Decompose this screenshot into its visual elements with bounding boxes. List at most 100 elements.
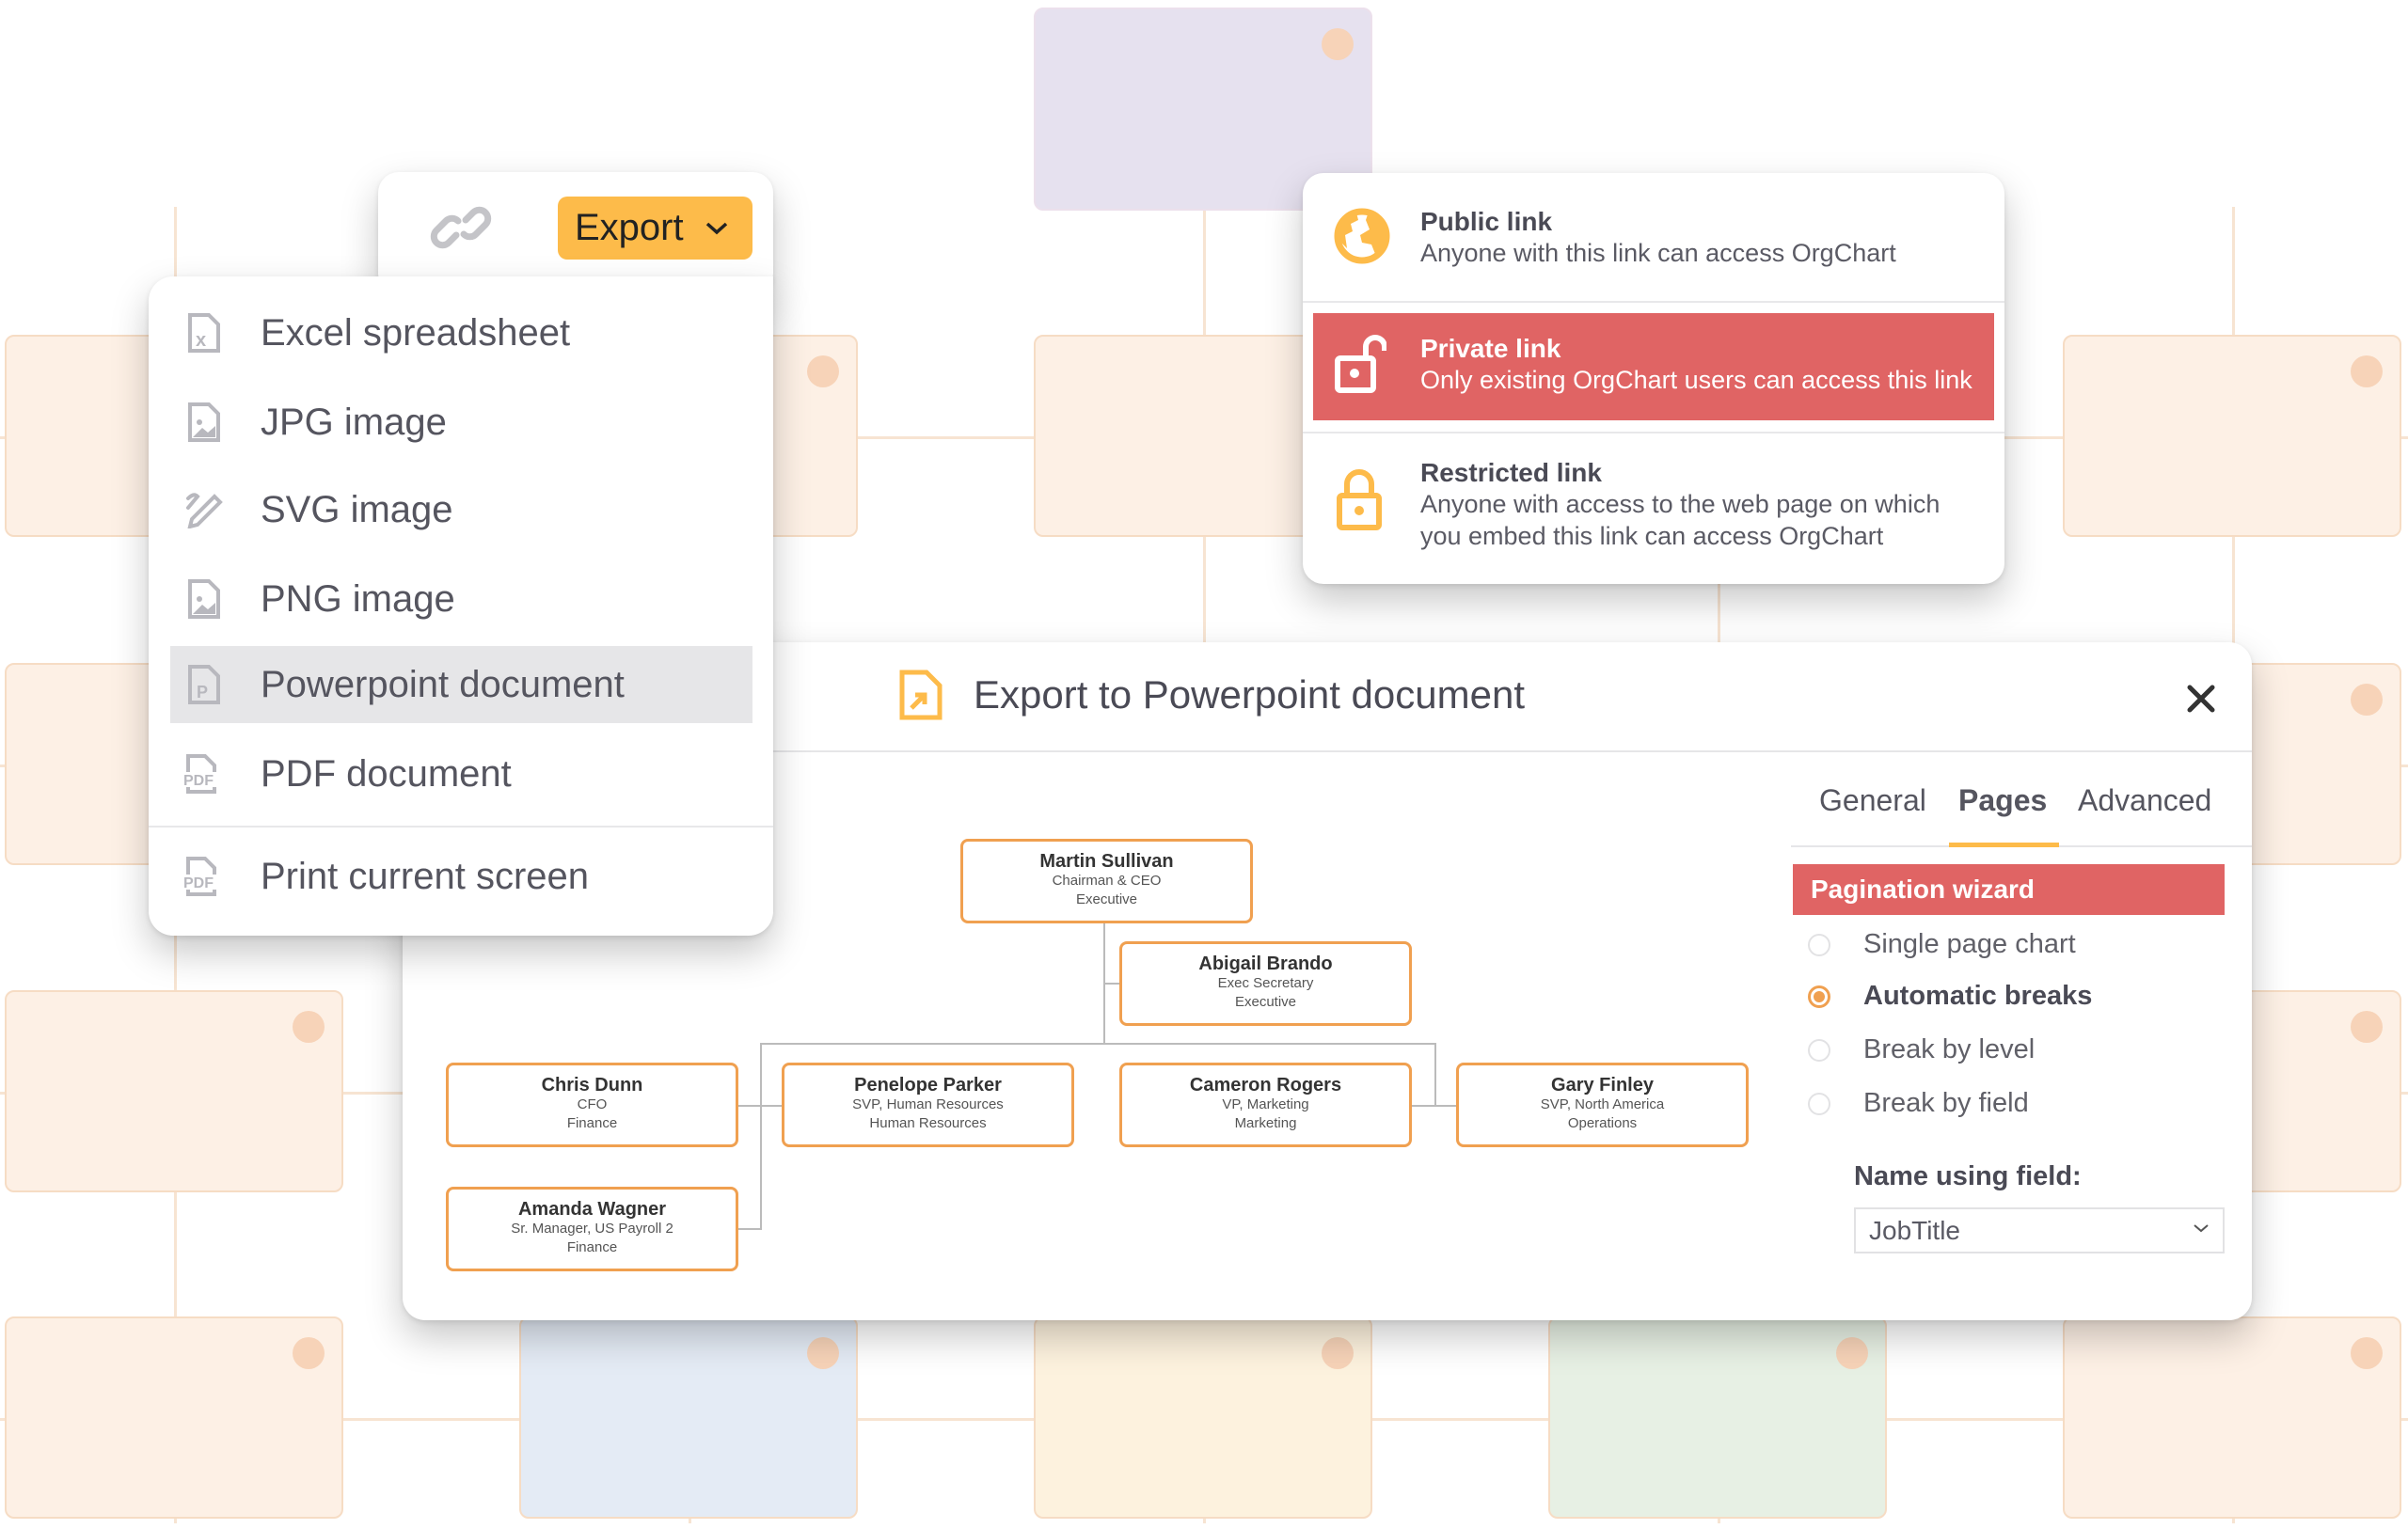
background-card — [5, 990, 343, 1192]
radio-button[interactable] — [1808, 1092, 1830, 1115]
link-option-title: Restricted link — [1420, 458, 1602, 487]
org-node[interactable]: Abigail Brando Exec Secretary Executive — [1119, 941, 1412, 1026]
menu-item-png[interactable]: PNG image — [170, 560, 752, 638]
org-connector-line — [738, 1228, 761, 1230]
org-node-dept: Finance — [566, 1115, 618, 1131]
menu-item-powerpoint[interactable]: P Powerpoint document — [170, 646, 752, 723]
background-card — [2063, 1316, 2401, 1519]
org-node-name: Cameron Rogers — [1189, 1075, 1342, 1096]
link-option-restricted[interactable]: Restricted link Anyone with access to the… — [1313, 433, 1994, 575]
org-node[interactable]: Gary Finley SVP, North America Operations — [1456, 1063, 1749, 1147]
menu-item-label: Excel spreadsheet — [261, 311, 571, 354]
close-icon — [2187, 685, 2215, 713]
svg-text:x: x — [196, 330, 206, 351]
org-node-name: Martin Sullivan — [1039, 851, 1174, 872]
link-options-panel: Public link Anyone with this link can acc… — [1303, 173, 2004, 584]
background-card-dot — [293, 1337, 325, 1369]
chevron-down-icon — [705, 222, 727, 234]
org-node-name: Amanda Wagner — [517, 1199, 667, 1220]
menu-item-excel[interactable]: x Excel spreadsheet — [170, 294, 752, 371]
link-option-title: Public link — [1420, 207, 1553, 236]
tab-advanced[interactable]: Advanced — [2078, 783, 2212, 817]
lock-icon — [1334, 458, 1394, 538]
svg-text:PDF: PDF — [183, 773, 214, 789]
radio-button[interactable] — [1808, 933, 1830, 956]
powerpoint-file-icon: P — [182, 664, 227, 705]
background-card — [519, 1316, 858, 1519]
radio-automatic-breaks[interactable]: Automatic breaks — [1808, 981, 2092, 1012]
globe-icon — [1334, 207, 1394, 270]
org-node-dept: Human Resources — [869, 1115, 987, 1131]
org-node-title: SVP, Human Resources — [852, 1096, 1004, 1112]
org-node[interactable]: Chris Dunn CFO Finance — [446, 1063, 738, 1147]
radio-break-by-field[interactable]: Break by field — [1808, 1088, 2029, 1119]
link-option-desc: Anyone with access to the web page on wh… — [1420, 490, 1941, 550]
radio-single-page-chart[interactable]: Single page chart — [1808, 929, 2076, 960]
background-card-dot — [293, 1011, 325, 1043]
background-card — [1034, 1316, 1372, 1519]
powerpoint-export-icon — [898, 669, 945, 726]
background-card-dot — [1322, 1337, 1354, 1369]
radio-break-by-level[interactable]: Break by level — [1808, 1034, 2035, 1065]
unlock-icon — [1334, 334, 1394, 399]
tab-pages[interactable]: Pages — [1958, 783, 2048, 817]
radio-label: Single page chart — [1863, 929, 2076, 959]
pdf-file-icon: PDF — [182, 753, 227, 795]
radio-label: Break by level — [1863, 1034, 2036, 1064]
background-card — [5, 1316, 343, 1519]
menu-item-label: Powerpoint document — [261, 663, 625, 705]
org-node-name: Gary Finley — [1551, 1075, 1654, 1096]
select-value: JobTitle — [1869, 1215, 1961, 1245]
org-node-title: Sr. Manager, US Payroll 2 — [511, 1221, 673, 1237]
org-node[interactable]: Martin Sullivan Chairman & CEO Executive — [960, 839, 1253, 923]
link-option-desc: Anyone with this link can access OrgChar… — [1420, 239, 1896, 267]
name-field-select[interactable]: JobTitle — [1854, 1207, 2225, 1253]
menu-item-pdf[interactable]: PDF PDF document — [170, 735, 752, 812]
menu-item-svg[interactable]: SVG image — [170, 471, 752, 548]
menu-item-jpg[interactable]: JPG image — [170, 384, 752, 461]
close-button[interactable] — [2182, 680, 2220, 717]
org-connector-line — [1434, 1043, 1436, 1105]
org-connector-line — [760, 1043, 762, 1230]
link-option-private[interactable]: Private link Only existing OrgChart users… — [1313, 313, 1994, 420]
divider — [1303, 432, 2004, 433]
svg-pen-icon — [182, 491, 227, 528]
background-card — [2063, 335, 2401, 537]
link-option-public[interactable]: Public link Anyone with this link can acc… — [1313, 173, 1994, 300]
name-using-field-label: Name using field: — [1854, 1161, 2082, 1191]
menu-item-label: SVG image — [261, 488, 453, 530]
menu-item-label: PDF document — [261, 752, 512, 795]
link-option-title: Private link — [1420, 334, 1561, 363]
svg-text:P: P — [197, 683, 208, 701]
menu-item-label: PNG image — [261, 577, 455, 620]
radio-button[interactable] — [1808, 985, 1830, 1008]
dialog-title: Export to Powerpoint document — [974, 672, 1525, 717]
background-card-dot — [2351, 1337, 2383, 1369]
background-card-dot — [2351, 1011, 2383, 1043]
org-node-dept: Executive — [1234, 994, 1297, 1010]
radio-button[interactable] — [1808, 1038, 1830, 1062]
org-node-name: Penelope Parker — [854, 1075, 1002, 1096]
org-node[interactable]: Penelope Parker SVP, Human Resources Human… — [782, 1063, 1074, 1147]
menu-item-label: JPG image — [261, 401, 447, 443]
org-connector-line — [1412, 1105, 1456, 1107]
background-card-dot — [807, 1337, 839, 1369]
export-button[interactable]: Export — [558, 197, 752, 260]
org-node-dept: Operations — [1567, 1115, 1638, 1131]
org-node-title: CFO — [577, 1096, 608, 1112]
background-card — [1548, 1316, 1887, 1519]
pdf-file-icon: PDF — [182, 856, 227, 897]
org-node-dept: Executive — [1075, 891, 1138, 907]
divider — [1303, 301, 2004, 303]
org-node-dept: Marketing — [1234, 1115, 1297, 1131]
menu-item-print[interactable]: PDF Print current screen — [170, 838, 752, 915]
link-icon[interactable] — [428, 197, 494, 262]
export-menu: x Excel spreadsheet JPG image SVG image P… — [149, 276, 773, 936]
excel-file-icon: x — [182, 312, 227, 354]
org-connector-line — [1103, 983, 1119, 985]
menu-divider — [149, 826, 773, 828]
tab-general[interactable]: General — [1819, 783, 1926, 817]
org-node[interactable]: Cameron Rogers VP, Marketing Marketing — [1119, 1063, 1412, 1147]
org-node[interactable]: Amanda Wagner Sr. Manager, US Payroll 2 Fi… — [446, 1187, 738, 1271]
image-file-icon — [182, 402, 227, 443]
